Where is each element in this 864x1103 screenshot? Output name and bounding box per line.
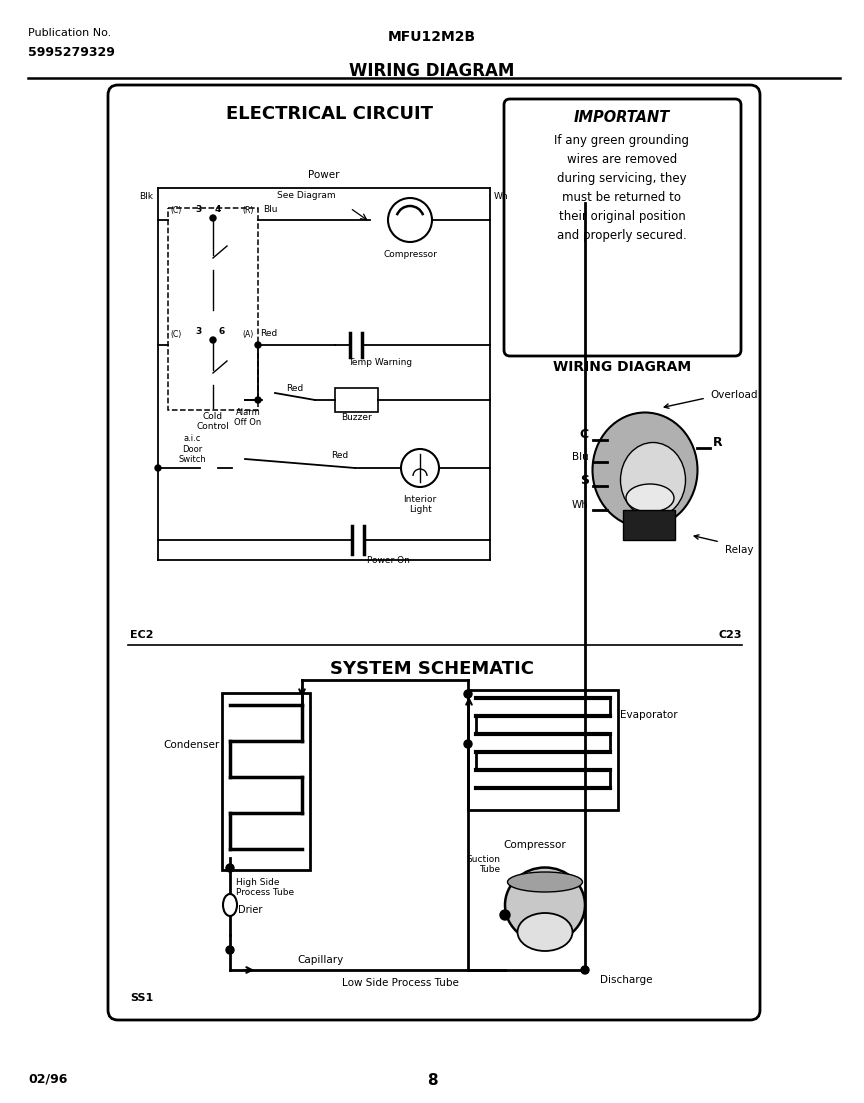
FancyBboxPatch shape bbox=[504, 99, 741, 356]
Polygon shape bbox=[623, 510, 675, 540]
Text: Red: Red bbox=[286, 384, 303, 393]
Text: Power: Power bbox=[308, 170, 340, 180]
Text: Compressor: Compressor bbox=[383, 250, 437, 259]
Text: Overload: Overload bbox=[710, 390, 758, 400]
Circle shape bbox=[500, 910, 510, 920]
Text: Low Side Process Tube: Low Side Process Tube bbox=[341, 978, 459, 988]
Text: 3: 3 bbox=[195, 205, 201, 214]
Text: Wh: Wh bbox=[572, 500, 589, 510]
Text: C: C bbox=[580, 428, 589, 441]
Text: Red: Red bbox=[260, 329, 277, 338]
Text: Publication No.: Publication No. bbox=[28, 28, 111, 38]
Text: EC2: EC2 bbox=[130, 630, 154, 640]
Text: High Side
Process Tube: High Side Process Tube bbox=[236, 878, 294, 898]
Text: SS1: SS1 bbox=[130, 993, 153, 1003]
Circle shape bbox=[464, 690, 472, 698]
Text: Blu: Blu bbox=[263, 205, 277, 214]
Text: 5995279329: 5995279329 bbox=[28, 46, 115, 58]
Text: 02/96: 02/96 bbox=[28, 1073, 67, 1086]
Text: Alarm
Off On: Alarm Off On bbox=[234, 408, 262, 427]
Circle shape bbox=[226, 946, 234, 954]
Text: (C): (C) bbox=[170, 206, 181, 215]
Text: Capillary: Capillary bbox=[297, 955, 343, 965]
Ellipse shape bbox=[505, 867, 585, 942]
Ellipse shape bbox=[223, 895, 237, 915]
Circle shape bbox=[581, 966, 589, 974]
Ellipse shape bbox=[620, 442, 685, 517]
Ellipse shape bbox=[518, 913, 573, 951]
Text: Blk: Blk bbox=[139, 192, 153, 201]
Text: Evaporator: Evaporator bbox=[620, 710, 677, 720]
Circle shape bbox=[226, 864, 234, 872]
Text: Red: Red bbox=[332, 451, 349, 460]
Text: Discharge: Discharge bbox=[600, 975, 652, 985]
Text: 3: 3 bbox=[195, 326, 201, 336]
Text: Drier: Drier bbox=[238, 904, 263, 915]
Text: (R): (R) bbox=[242, 206, 253, 215]
Text: Cold
Control: Cold Control bbox=[197, 413, 229, 431]
Text: Compressor: Compressor bbox=[504, 840, 567, 850]
Text: MFU12M2B: MFU12M2B bbox=[388, 30, 476, 44]
Text: Power On: Power On bbox=[366, 556, 410, 565]
Text: ELECTRICAL CIRCUIT: ELECTRICAL CIRCUIT bbox=[226, 105, 434, 124]
Circle shape bbox=[255, 342, 261, 349]
Text: Interior
Light: Interior Light bbox=[403, 495, 436, 514]
Text: WIRING DIAGRAM: WIRING DIAGRAM bbox=[553, 360, 691, 374]
Text: See Diagram: See Diagram bbox=[276, 191, 335, 200]
Text: 8: 8 bbox=[427, 1073, 437, 1088]
Text: WIRING DIAGRAM: WIRING DIAGRAM bbox=[349, 62, 515, 81]
Text: Relay: Relay bbox=[725, 545, 753, 555]
Text: If any green grounding
wires are removed
during servicing, they
must be returned: If any green grounding wires are removed… bbox=[555, 133, 689, 242]
Text: SYSTEM SCHEMATIC: SYSTEM SCHEMATIC bbox=[330, 660, 534, 678]
Text: a.i.c
Door
Switch: a.i.c Door Switch bbox=[178, 435, 206, 464]
Circle shape bbox=[210, 338, 216, 343]
Text: 4: 4 bbox=[215, 205, 221, 214]
Circle shape bbox=[155, 465, 161, 471]
Circle shape bbox=[255, 397, 261, 403]
Ellipse shape bbox=[626, 484, 674, 512]
Circle shape bbox=[388, 199, 432, 242]
Text: S: S bbox=[580, 474, 589, 488]
Text: Blu: Blu bbox=[572, 452, 589, 462]
Text: (A): (A) bbox=[242, 330, 253, 339]
Text: R: R bbox=[713, 437, 722, 450]
Text: Suction
Tube: Suction Tube bbox=[466, 855, 500, 875]
Text: Buzzer: Buzzer bbox=[341, 413, 372, 422]
Ellipse shape bbox=[507, 872, 582, 892]
Text: 6: 6 bbox=[219, 326, 226, 336]
Circle shape bbox=[401, 449, 439, 488]
Text: (C): (C) bbox=[170, 330, 181, 339]
Text: C23: C23 bbox=[719, 630, 742, 640]
Ellipse shape bbox=[593, 413, 697, 527]
Text: Condenser: Condenser bbox=[163, 740, 219, 750]
Text: IMPORTANT: IMPORTANT bbox=[574, 110, 670, 125]
Text: Temp Warning: Temp Warning bbox=[348, 358, 412, 367]
Circle shape bbox=[210, 215, 216, 221]
FancyBboxPatch shape bbox=[108, 85, 760, 1020]
Text: Wh: Wh bbox=[494, 192, 509, 201]
Circle shape bbox=[464, 740, 472, 748]
